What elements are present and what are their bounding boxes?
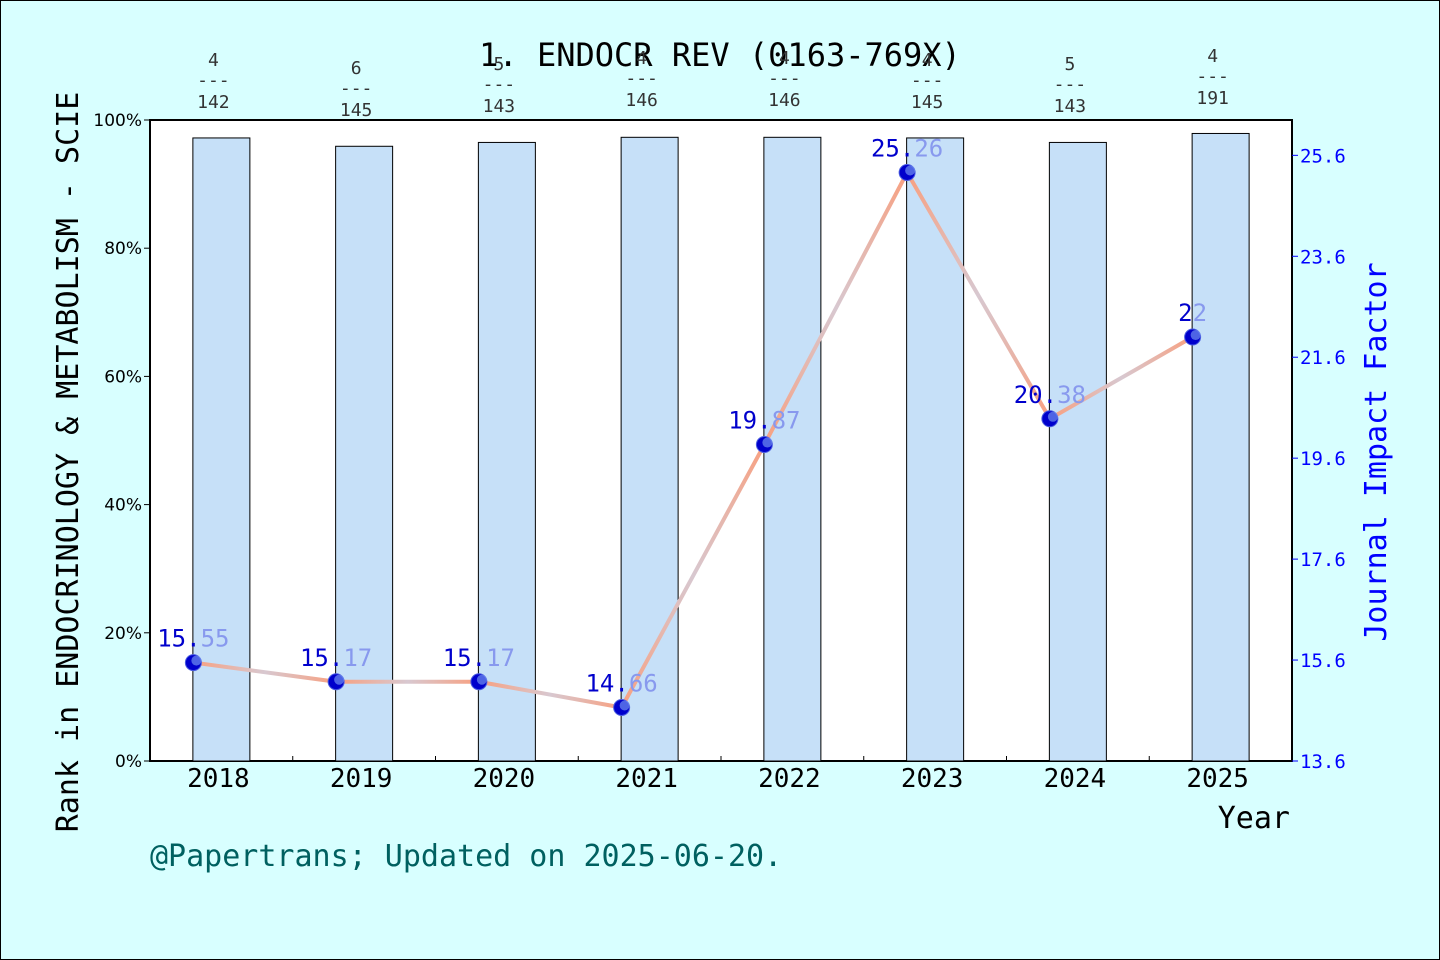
jif-value-label-2021: 14.66 bbox=[585, 669, 657, 697]
rank-total-2021: 146 bbox=[625, 90, 658, 111]
rank-total-2025: 191 bbox=[1196, 88, 1229, 109]
rank-number-2019: 6 bbox=[351, 58, 362, 79]
rank-bar-2025 bbox=[1191, 132, 1250, 762]
rank-separator-2018: --- bbox=[197, 70, 230, 91]
jif-value-label-2024: 20.38 bbox=[1014, 381, 1086, 409]
rank-separator-2019: --- bbox=[340, 78, 373, 99]
x-tick-label-2025: 2025 bbox=[1186, 764, 1249, 794]
rank-separator-2021: --- bbox=[625, 68, 658, 89]
rank-number-2021: 4 bbox=[636, 48, 647, 69]
x-tick-label-2018: 2018 bbox=[187, 764, 250, 794]
x-tick-label-2023: 2023 bbox=[901, 764, 964, 794]
rank-total-2024: 143 bbox=[1054, 96, 1087, 117]
jif-line-segment-2022 bbox=[762, 170, 910, 447]
rank-separator-2025: --- bbox=[1196, 66, 1229, 87]
rank-total-2020: 143 bbox=[483, 96, 516, 117]
jif-line-segment-2024 bbox=[1047, 335, 1195, 421]
jif-line-segment-2021 bbox=[619, 442, 767, 710]
jif-marker-highlight-2022 bbox=[762, 437, 773, 448]
x-tick-label-2024: 2024 bbox=[1044, 764, 1107, 794]
rank-total-2019: 145 bbox=[340, 100, 373, 121]
rank-bar-2023 bbox=[906, 137, 965, 762]
x-tick-label-2022: 2022 bbox=[758, 764, 821, 794]
left-tick-label-1: 20% bbox=[104, 624, 142, 644]
jif-marker-highlight-2019 bbox=[334, 674, 345, 685]
right-tick-label-0: 13.6 bbox=[1300, 751, 1346, 773]
chart-title: 1. ENDOCR REV (0163-769X) bbox=[479, 36, 961, 74]
rank-labels-layer: 4---1426---1455---1434---1464---1464---1… bbox=[197, 46, 1229, 121]
right-tick-label-2: 17.6 bbox=[1300, 549, 1346, 571]
jif-value-label-2025: 22 bbox=[1178, 299, 1207, 327]
right-tick-label-1: 15.6 bbox=[1300, 650, 1346, 672]
jif-marker-highlight-2025 bbox=[1190, 330, 1201, 341]
jif-marker-highlight-2024 bbox=[1047, 411, 1058, 422]
right-tick-label-5: 23.6 bbox=[1300, 246, 1346, 268]
jif-marker-highlight-2020 bbox=[476, 674, 487, 685]
jif-marker-highlight-2023 bbox=[905, 165, 916, 176]
rank-total-2022: 146 bbox=[768, 90, 801, 111]
right-tick-label-3: 19.6 bbox=[1300, 448, 1346, 470]
jif-line-segment-2018 bbox=[191, 660, 339, 684]
rank-bar-2018 bbox=[192, 137, 251, 762]
rank-bar-2024 bbox=[1048, 141, 1107, 762]
rank-separator-2020: --- bbox=[483, 74, 516, 95]
x-axis: 2018 2019 2020 2021 2022 2023 2024 2025 bbox=[187, 756, 1249, 794]
jif-line-segment-2020 bbox=[476, 679, 624, 710]
jif-value-label-2019: 15.17 bbox=[300, 644, 372, 672]
y-axis-left-label: Rank in ENDOCRINOLOGY & METABOLISM - SCI… bbox=[51, 92, 86, 833]
line-layer: 15.55 15.17 15.17 14.66 19.87 25.26 20.38 22 bbox=[157, 134, 1207, 716]
rank-number-2018: 4 bbox=[208, 50, 219, 71]
bars-layer bbox=[192, 132, 1250, 762]
left-tick-label-2: 40% bbox=[104, 496, 142, 516]
rank-separator-2024: --- bbox=[1054, 74, 1087, 95]
right-tick-label-6: 25.6 bbox=[1300, 145, 1346, 167]
rank-number-2020: 5 bbox=[493, 54, 504, 75]
jif-marker-highlight-2021 bbox=[619, 700, 630, 711]
y-axis-right-label: Journal Impact Factor bbox=[1359, 262, 1394, 641]
right-tick-label-4: 21.6 bbox=[1300, 347, 1346, 369]
rank-separator-2022: --- bbox=[768, 68, 801, 89]
left-axis: 0% 20% 40% 60% 80% 100% bbox=[93, 111, 150, 772]
left-tick-label-4: 80% bbox=[104, 239, 142, 259]
jif-line-segment-2023 bbox=[905, 170, 1052, 421]
rank-bar-2019 bbox=[335, 145, 394, 762]
x-tick-label-2020: 2020 bbox=[473, 764, 536, 794]
rank-bar-2022 bbox=[763, 136, 822, 762]
jif-value-label-2020: 15.17 bbox=[443, 644, 515, 672]
x-tick-label-2021: 2021 bbox=[615, 764, 678, 794]
rank-number-2025: 4 bbox=[1207, 46, 1218, 67]
rank-total-2023: 145 bbox=[911, 92, 944, 113]
rank-number-2022: 4 bbox=[779, 48, 790, 69]
rank-separator-2023: --- bbox=[911, 70, 944, 91]
x-axis-label: Year bbox=[1218, 801, 1290, 836]
left-tick-label-3: 60% bbox=[104, 367, 142, 387]
jif-marker-highlight-2018 bbox=[191, 655, 202, 666]
footer-credit: @Papertrans; Updated on 2025-06-20. bbox=[150, 839, 782, 874]
left-tick-label-0: 0% bbox=[115, 752, 142, 772]
rank-number-2023: 4 bbox=[922, 50, 933, 71]
jif-value-label-2022: 19.87 bbox=[728, 407, 800, 435]
rank-number-2024: 5 bbox=[1064, 54, 1075, 75]
x-tick-label-2019: 2019 bbox=[330, 764, 393, 794]
left-tick-label-5: 100% bbox=[93, 111, 142, 131]
rank-total-2018: 142 bbox=[197, 92, 230, 113]
rank-bar-2020 bbox=[477, 141, 536, 762]
jif-value-label-2018: 15.55 bbox=[157, 625, 229, 653]
rank-bar-2021 bbox=[620, 136, 679, 762]
jif-value-label-2023: 25.26 bbox=[871, 134, 943, 162]
right-axis: 13.6 15.6 17.6 19.6 21.6 23.6 25.6 bbox=[1292, 145, 1346, 773]
